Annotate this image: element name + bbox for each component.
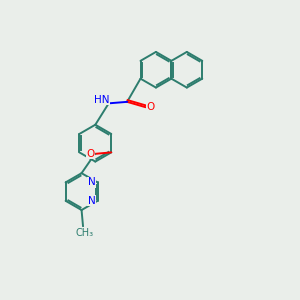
Text: O: O [86, 149, 94, 159]
Text: CH₃: CH₃ [76, 228, 94, 238]
Text: HN: HN [94, 95, 110, 105]
Text: O: O [147, 102, 155, 112]
Text: N: N [88, 177, 95, 188]
Text: N: N [88, 196, 95, 206]
